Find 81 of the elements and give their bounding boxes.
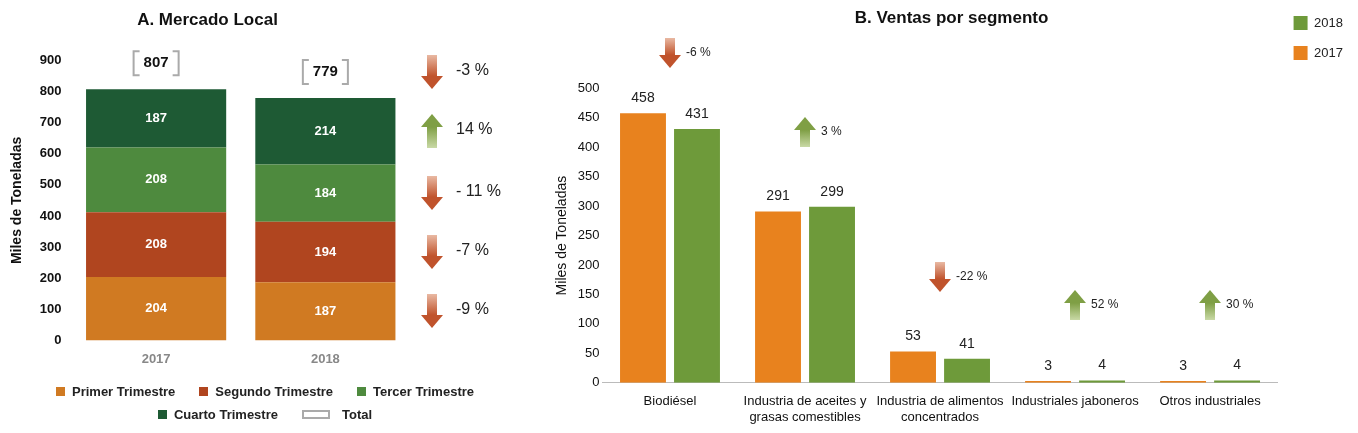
y-tick-label: 600 xyxy=(39,145,62,161)
legend-label: Primer Trimestre xyxy=(71,384,176,399)
bar xyxy=(620,113,666,383)
data-label: 53 xyxy=(905,327,922,344)
y-tick-label: 50 xyxy=(585,344,600,360)
bar xyxy=(809,206,855,383)
y-tick-label: 150 xyxy=(577,286,600,302)
bar xyxy=(86,276,227,341)
bar xyxy=(255,98,396,165)
y-tick-label: 100 xyxy=(577,315,600,331)
y-tick-label: 200 xyxy=(577,256,600,272)
y-tick-label: 0 xyxy=(54,331,62,347)
bar xyxy=(944,358,990,383)
y-tick-label: 400 xyxy=(577,138,600,154)
data-label: 291 xyxy=(766,187,790,204)
y-tick-label: 300 xyxy=(39,238,62,254)
x-tick-label: Industria de alimentos concentrados xyxy=(876,393,1005,424)
bar xyxy=(674,129,720,383)
data-label: 458 xyxy=(631,88,655,105)
text: -6 % xyxy=(685,45,711,60)
legend-label: Cuarto Trimestre xyxy=(173,407,278,422)
data-label: 3 xyxy=(1044,356,1053,373)
y-tick-label: 500 xyxy=(577,79,600,95)
y-tick-label: 0 xyxy=(592,374,600,390)
text: 14 % xyxy=(456,120,493,139)
x-tick-label: Industriales jaboneros xyxy=(1011,393,1140,409)
bar xyxy=(86,212,227,277)
legend-label: Segundo Trimestre xyxy=(215,384,334,399)
bar xyxy=(255,282,396,341)
y-tick-label: 500 xyxy=(39,176,62,192)
data-label: 208 xyxy=(145,236,167,252)
bar xyxy=(255,164,396,222)
data-label: 299 xyxy=(820,182,844,199)
y-tick-label: 100 xyxy=(39,300,62,316)
total-label: 807 xyxy=(143,53,169,71)
data-label: 41 xyxy=(959,334,976,351)
text: -3 % xyxy=(456,61,489,80)
legend-label: 2018 xyxy=(1314,14,1343,30)
data-label: 4 xyxy=(1098,356,1107,373)
bar xyxy=(755,211,801,383)
y-axis-title: Miles de Toneladas xyxy=(8,136,25,265)
data-label: 187 xyxy=(145,110,167,125)
data-label: 4 xyxy=(1233,356,1242,373)
text: -7 % xyxy=(456,241,489,260)
y-tick-label: 250 xyxy=(577,227,600,243)
legend-label: Tercer Trimestre xyxy=(373,384,475,399)
y-tick-label: 200 xyxy=(39,269,62,285)
x-tick-label: Biodiésel xyxy=(643,393,697,409)
annotation: 30 % xyxy=(1226,297,1254,312)
annotation: 52 % xyxy=(1091,297,1119,312)
x-tick-label: Otros industriales xyxy=(1159,393,1262,409)
y-tick-label: 700 xyxy=(39,114,62,130)
y-tick-label: 800 xyxy=(39,83,62,99)
data-label: 187 xyxy=(314,302,337,318)
chart-title: B. Ventas por segmento xyxy=(854,7,1049,27)
annotation: -22 % xyxy=(956,268,988,283)
y-tick-label: 400 xyxy=(39,207,62,223)
y-tick-label: 350 xyxy=(577,168,600,184)
data-label: 194 xyxy=(314,243,337,259)
text: - 11 % xyxy=(456,182,502,201)
x-tick-label: Industria de aceites y grasas comestibles xyxy=(743,393,867,424)
annotation: 3 % xyxy=(821,123,842,138)
y-tick-label: 300 xyxy=(577,197,600,213)
data-label: 184 xyxy=(314,184,337,200)
y-axis-title: Miles de Toneladas xyxy=(553,175,570,296)
data-label: 204 xyxy=(145,300,168,316)
bar xyxy=(86,89,227,148)
text: -9 % xyxy=(456,300,489,319)
total-label: 779 xyxy=(312,62,338,80)
bar xyxy=(86,147,227,213)
y-tick-label: 900 xyxy=(39,51,62,67)
text: Total xyxy=(341,407,373,422)
bar xyxy=(890,351,936,383)
data-label: 3 xyxy=(1179,356,1188,373)
data-label: 214 xyxy=(314,122,337,138)
data-label: 208 xyxy=(145,171,167,187)
y-tick-label: 450 xyxy=(577,109,600,125)
legend-label: 2017 xyxy=(1314,44,1343,60)
data-label: 431 xyxy=(685,104,709,121)
chart-title: A. Mercado Local xyxy=(137,9,278,29)
bar xyxy=(255,221,396,283)
